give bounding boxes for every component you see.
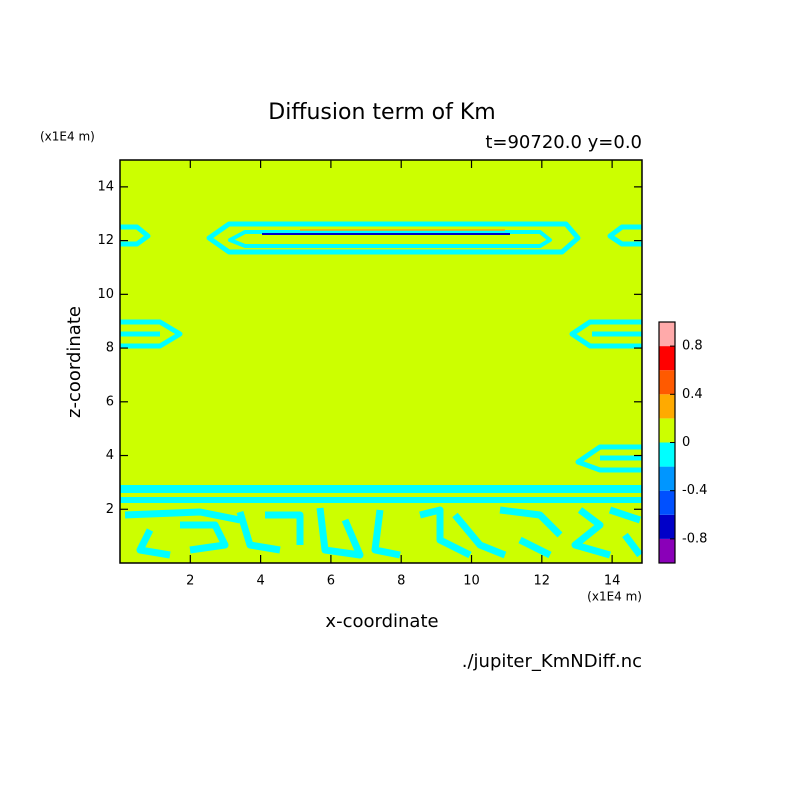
chart-title: Diffusion term of Km — [268, 100, 495, 125]
y-axis-label: z-coordinate — [64, 306, 85, 418]
chart-subtitle: t=90720.0 y=0.0 — [485, 132, 642, 153]
x-tick-label: 14 — [604, 574, 621, 589]
colorbar-bin — [659, 394, 675, 419]
y-tick-label: 14 — [97, 179, 114, 194]
colorbar-tick-label: -0.8 — [682, 531, 707, 546]
colorbar-tick-label: 0.4 — [682, 387, 703, 402]
contour-region — [607, 224, 642, 247]
x-tick-label: 8 — [397, 574, 405, 589]
x-unit: (x1E4 m) — [587, 590, 642, 604]
x-tick-label: 12 — [534, 574, 551, 589]
contour-region — [120, 319, 183, 349]
y-unit: (x1E4 m) — [40, 130, 95, 144]
cyan-regions — [120, 221, 643, 559]
contour-region — [228, 230, 552, 248]
colorbar-bin — [659, 466, 675, 491]
contour-region — [575, 444, 642, 473]
colorbar-tick-label: 0.8 — [682, 339, 703, 354]
colorbar: -0.8 -0.4 0 0.4 0.8 — [658, 321, 707, 564]
colorbar-bin — [659, 346, 675, 371]
y-tick-label: 4 — [106, 448, 114, 463]
x-tick-label: 10 — [463, 574, 480, 589]
colorbar-bin — [659, 418, 675, 443]
colorbar-tick-label: -0.4 — [682, 483, 707, 498]
x-axis-label: x-coordinate — [325, 611, 438, 632]
colorbar-bin — [659, 322, 675, 347]
contour-region — [120, 224, 151, 247]
y-tick-label: 10 — [97, 287, 114, 302]
y-tick-label: 6 — [106, 394, 114, 409]
contour-region — [569, 319, 642, 349]
colorbar-bin — [659, 514, 675, 539]
contour-region — [124, 506, 643, 559]
colorbar-tick-label: 0 — [682, 435, 690, 450]
x-tick-label: 6 — [327, 574, 335, 589]
x-tick-label: 2 — [186, 574, 194, 589]
colorbar-bin — [659, 442, 675, 467]
field-fill — [120, 160, 642, 563]
colorbar-bin — [659, 490, 675, 515]
x-tick-label: 4 — [256, 574, 264, 589]
axes: 2 4 6 8 10 12 14 2 4 6 8 10 12 14 — [97, 160, 642, 589]
y-tick-label: 8 — [106, 341, 114, 356]
contour-region — [206, 221, 581, 255]
field — [120, 160, 642, 563]
y-tick-label: 12 — [97, 233, 114, 248]
colorbar-bin — [659, 370, 675, 395]
plot-frame — [119, 159, 643, 564]
source-label: ./jupiter_KmNDiff.nc — [462, 651, 642, 672]
colorbar-bin — [659, 538, 675, 563]
y-tick-label: 2 — [106, 502, 114, 517]
